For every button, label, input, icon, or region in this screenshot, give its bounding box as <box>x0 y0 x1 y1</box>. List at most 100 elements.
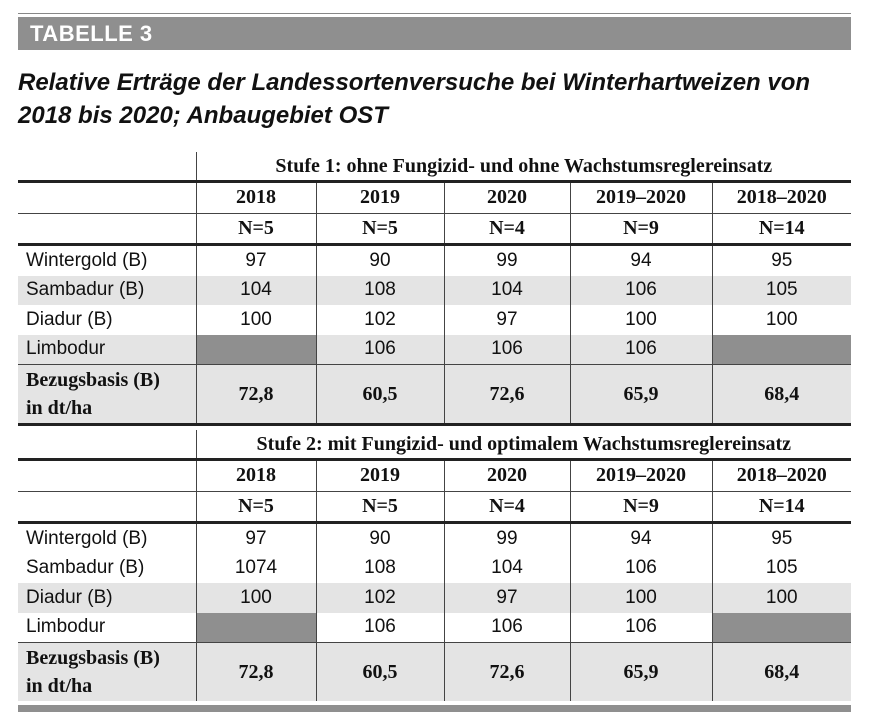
table-cell: 108 <box>315 275 444 305</box>
variety-name: Diadur (B) <box>26 308 113 330</box>
table-row: Sambadur (B) 104 108 104 106 105 <box>18 275 852 305</box>
year-header-row: 2018 2019 2020 2019–2020 2018–2020 <box>18 181 852 214</box>
year-header: 2019 <box>315 181 444 214</box>
year-header: 2020 <box>443 181 570 214</box>
table-row: Limbodur 106 106 106 <box>18 612 852 643</box>
base-cell: 68,4 <box>711 364 852 426</box>
table-cell: 104 <box>443 275 570 305</box>
variety-name: Wintergold (B) <box>26 249 148 271</box>
table-cell: 100 <box>195 583 316 613</box>
stage-1-table: Stufe 1: ohne Fungizid- und ohne Wachstu… <box>18 152 852 426</box>
table-cell: 100 <box>711 305 852 335</box>
year-header: 2018–2020 <box>711 459 852 492</box>
table-cell: 99 <box>443 522 570 554</box>
table-cell: 100 <box>569 305 712 335</box>
table-cell: 105 <box>711 553 852 583</box>
table-cell: 94 <box>569 244 712 276</box>
table-cell: 106 <box>443 334 570 365</box>
table-cell: 106 <box>569 334 712 365</box>
stage-heading-row: Stufe 2: mit Fungizid- und optimalem Wac… <box>18 430 852 461</box>
table-cell: 100 <box>195 305 316 335</box>
base-cell: 72,8 <box>195 364 316 426</box>
n-header: N=5 <box>315 491 444 524</box>
base-row: Bezugsbasis (B) in dt/ha 72,8 60,5 72,6 6… <box>18 364 852 426</box>
base-cell: 60,5 <box>315 364 444 426</box>
table-cell: 105 <box>711 275 852 305</box>
n-header: N=4 <box>443 213 570 246</box>
base-label-line1: Bezugsbasis (B) <box>26 369 160 391</box>
table-cell: 100 <box>569 583 712 613</box>
stage-heading: Stufe 2: mit Fungizid- und optimalem Wac… <box>195 430 852 461</box>
variety-name: Limbodur <box>18 334 196 365</box>
bottom-bar <box>18 705 851 712</box>
table-cell: 104 <box>195 275 316 305</box>
table-cell: 99 <box>443 244 570 276</box>
variety-name: Sambadur (B) <box>18 275 196 305</box>
year-header: 2018–2020 <box>711 181 852 214</box>
table-cell: 97 <box>195 244 316 276</box>
n-header: N=5 <box>195 213 316 246</box>
table-title: Relative Erträge der Landessortenversuch… <box>18 69 811 129</box>
empty-cell <box>195 334 316 365</box>
n-header: N=5 <box>195 491 316 524</box>
base-label-line2: in dt/ha <box>26 397 93 419</box>
n-header: N=5 <box>315 213 444 246</box>
base-cell: 72,8 <box>195 642 316 701</box>
stage-heading: Stufe 1: ohne Fungizid- und ohne Wachstu… <box>195 152 852 183</box>
n-header: N=9 <box>569 491 712 524</box>
table-row: Diadur (B) 100 102 97 100 100 <box>18 305 852 335</box>
table-row: Wintergold (B) 97 90 99 94 95 <box>18 244 852 276</box>
empty-cell <box>711 612 852 643</box>
base-label: Bezugsbasis (B) in dt/ha <box>18 642 196 701</box>
table-cell: 106 <box>315 612 444 643</box>
table-cell: 1074 <box>195 553 316 583</box>
table-cell: 97 <box>195 522 316 554</box>
base-cell: 68,4 <box>711 642 852 701</box>
variety-name: Sambadur (B) <box>26 557 145 579</box>
table-cell: 97 <box>443 583 570 613</box>
base-label-line2: in dt/ha <box>26 675 93 697</box>
empty-cell <box>711 334 852 365</box>
variety-name: Limbodur <box>26 616 106 638</box>
table-cell: 90 <box>315 522 444 554</box>
base-label: Bezugsbasis (B) in dt/ha <box>18 364 196 426</box>
table-cell: 106 <box>315 334 444 365</box>
table-cell: 97 <box>443 305 570 335</box>
year-header: 2018 <box>195 181 316 214</box>
base-cell: 72,6 <box>443 364 570 426</box>
n-header: N=9 <box>569 213 712 246</box>
base-row: Bezugsbasis (B) in dt/ha 72,8 60,5 72,6 6… <box>18 642 852 701</box>
table-tag-bar: TABELLE 3 <box>18 17 851 50</box>
base-cell: 72,6 <box>443 642 570 701</box>
year-header-row: 2018 2019 2020 2019–2020 2018–2020 <box>18 459 852 492</box>
year-header: 2019 <box>315 459 444 492</box>
empty-cell <box>195 612 316 643</box>
table-cell: 104 <box>443 553 570 583</box>
n-header: N=14 <box>711 491 852 524</box>
n-header: N=14 <box>711 213 852 246</box>
variety-name: Diadur (B) <box>18 583 196 613</box>
table-cell: 102 <box>315 305 444 335</box>
table-cell: 106 <box>443 612 570 643</box>
year-header: 2018 <box>195 459 316 492</box>
year-header: 2020 <box>443 459 570 492</box>
table-cell: 95 <box>711 244 852 276</box>
table-row: Limbodur 106 106 106 <box>18 334 852 365</box>
table-cell: 100 <box>711 583 852 613</box>
table-cell: 95 <box>711 522 852 554</box>
base-cell: 65,9 <box>569 364 712 426</box>
table-row: Sambadur (B) 1074 108 104 106 105 <box>18 553 852 583</box>
table-tag: TABELLE 3 <box>30 21 153 46</box>
n-header-row: N=5 N=5 N=4 N=9 N=14 <box>18 491 852 524</box>
base-label-line1: Bezugsbasis (B) <box>26 647 160 669</box>
table-cell: 94 <box>569 522 712 554</box>
table-cell: 106 <box>569 612 712 643</box>
table-cell: 106 <box>569 275 712 305</box>
top-rule <box>18 13 851 14</box>
table-cell: 106 <box>569 553 712 583</box>
stage-heading-row: Stufe 1: ohne Fungizid- und ohne Wachstu… <box>18 152 852 183</box>
table-cell: 90 <box>315 244 444 276</box>
table-row: Diadur (B) 100 102 97 100 100 <box>18 583 852 613</box>
year-header: 2019–2020 <box>569 181 712 214</box>
stage-2-table: Stufe 2: mit Fungizid- und optimalem Wac… <box>18 430 852 701</box>
